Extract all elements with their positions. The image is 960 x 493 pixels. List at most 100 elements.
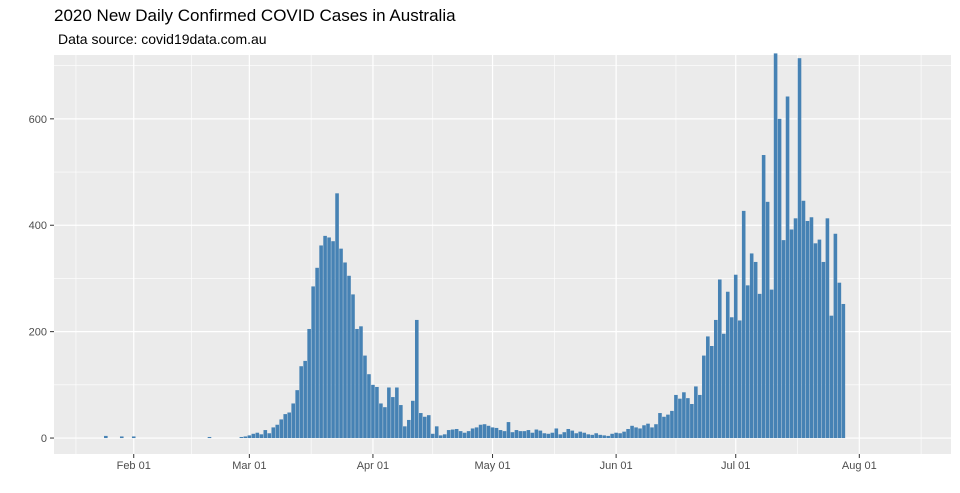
bar [789, 229, 794, 439]
bar [351, 294, 355, 439]
bar [837, 282, 842, 439]
bar [602, 435, 606, 439]
bar [391, 397, 395, 439]
bar [530, 432, 535, 439]
bar [797, 58, 802, 439]
bar [104, 435, 108, 439]
bar [295, 390, 299, 439]
bar [375, 386, 379, 439]
bar [717, 279, 722, 439]
bar [781, 240, 786, 439]
bar [614, 432, 618, 439]
bar [538, 430, 543, 439]
bar [562, 432, 567, 439]
bar [347, 275, 351, 439]
y-tick-label: 0 [41, 433, 47, 445]
bar [458, 431, 463, 439]
bar [207, 436, 212, 439]
bar [474, 427, 479, 439]
bar [678, 398, 682, 439]
bar [263, 430, 268, 439]
bar [594, 433, 598, 439]
bar [470, 428, 475, 439]
bar [654, 424, 658, 439]
bar [442, 434, 447, 439]
bar [582, 432, 587, 439]
bar [363, 355, 367, 439]
bar [634, 427, 638, 439]
bar [494, 427, 499, 439]
x-tick-label: Aug 01 [842, 460, 877, 472]
bar [482, 424, 487, 439]
bar [721, 333, 726, 439]
bar [331, 241, 335, 439]
bar [247, 435, 252, 439]
bar [506, 422, 511, 439]
bar [319, 245, 323, 439]
plot-panel [54, 55, 951, 454]
bar [131, 436, 136, 439]
bar [514, 430, 519, 439]
bar [741, 210, 746, 439]
chart-title: 2020 New Daily Confirmed COVID Cases in … [54, 6, 456, 25]
bar [399, 405, 403, 439]
bar [550, 432, 555, 439]
bar [522, 431, 527, 439]
bar [426, 415, 431, 439]
x-tick-label: Feb 01 [117, 460, 151, 472]
bar [801, 200, 806, 439]
bar [418, 413, 423, 439]
bar [478, 424, 483, 439]
bar [733, 274, 738, 439]
bar [407, 419, 411, 439]
x-tick-label: Jul 01 [721, 460, 750, 472]
bar [622, 431, 626, 439]
bar [307, 328, 311, 439]
bar [291, 403, 295, 439]
bar [650, 427, 654, 439]
bar [438, 435, 443, 439]
bar [243, 436, 248, 439]
bar [566, 428, 571, 439]
bar [809, 217, 814, 439]
bar [466, 431, 471, 439]
bar [626, 428, 630, 439]
bar [713, 319, 718, 439]
y-tick-label: 600 [29, 114, 47, 126]
bar [414, 319, 419, 439]
bar [821, 261, 826, 439]
bar [666, 414, 670, 439]
bar [598, 434, 602, 439]
bar [454, 428, 459, 439]
bar [446, 430, 451, 439]
x-tick-label: May 01 [474, 460, 510, 472]
bar [395, 387, 399, 439]
bar [323, 235, 327, 439]
bar [371, 384, 375, 439]
bar [749, 253, 754, 439]
bar [335, 193, 339, 439]
bar [702, 355, 706, 439]
bar [343, 262, 347, 439]
bar [259, 434, 264, 439]
bar [578, 431, 583, 439]
bar [638, 428, 642, 439]
x-tick-label: Mar 01 [232, 460, 266, 472]
bar [510, 432, 515, 439]
bar [813, 243, 818, 439]
bar [570, 430, 575, 439]
y-tick-label: 200 [29, 327, 47, 339]
bar [434, 426, 439, 439]
bar [785, 96, 790, 439]
bar [590, 434, 594, 439]
x-tick-label: Apr 01 [357, 460, 389, 472]
x-tick-label: Jun 01 [600, 460, 633, 472]
bar [251, 433, 256, 439]
bar [558, 434, 563, 439]
bar [690, 403, 694, 439]
bar [706, 336, 710, 439]
bar [805, 220, 810, 439]
bar [757, 293, 762, 439]
bar [618, 433, 622, 439]
